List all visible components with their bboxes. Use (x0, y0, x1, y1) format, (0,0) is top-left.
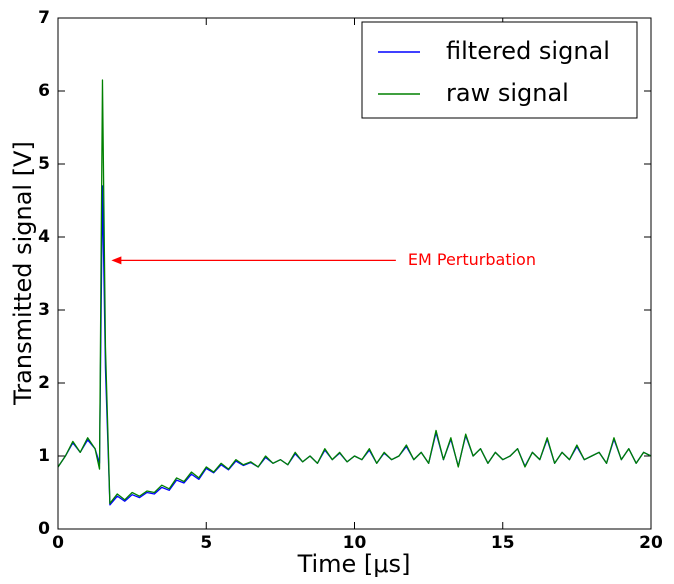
x-tick-label: 10 (343, 533, 367, 553)
plot-frame (57, 17, 652, 530)
legend-label: filtered signal (446, 37, 610, 65)
x-tick-label: 20 (639, 533, 663, 553)
series-line (57, 79, 652, 505)
legend: filtered signal raw signal (361, 21, 638, 119)
y-tick-label: 7 (38, 8, 50, 28)
y-axis-label: Transmitted signal [V] (9, 141, 37, 406)
y-tick-label: 1 (38, 446, 50, 466)
x-tick-label: 15 (491, 533, 515, 553)
legend-box (361, 21, 638, 119)
series-line (57, 185, 652, 506)
x-tick-label: 5 (200, 533, 212, 553)
y-tick-label: 5 (38, 154, 50, 174)
y-tick-label: 0 (38, 519, 50, 539)
y-tick-label: 3 (38, 300, 50, 320)
x-tick-label: 0 (52, 533, 64, 553)
annotation-arrowhead (111, 256, 122, 265)
y-tick-label: 4 (38, 227, 50, 247)
y-tick-label: 2 (38, 373, 50, 393)
annotation-text: EM Perturbation (408, 250, 536, 269)
x-axis-label: Time [μs] (297, 550, 411, 578)
y-tick-label: 6 (38, 81, 50, 101)
legend-label: raw signal (446, 79, 569, 107)
